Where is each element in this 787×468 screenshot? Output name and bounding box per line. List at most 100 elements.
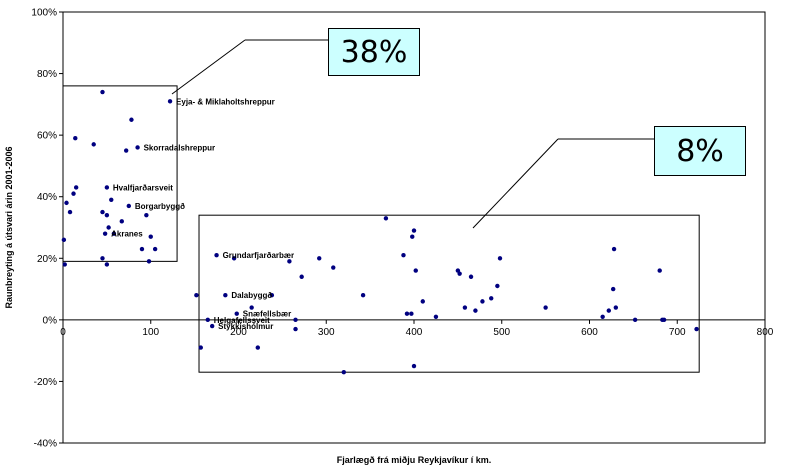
y-tick-label: 40%: [37, 192, 57, 203]
data-point: [106, 225, 111, 230]
data-point: [111, 231, 117, 236]
data-point: [404, 311, 410, 316]
data-point: [606, 308, 612, 313]
x-tick-label: 600: [581, 327, 598, 338]
data-point: [104, 262, 110, 267]
region-box-1: [62, 85, 178, 262]
data-point: [109, 197, 114, 202]
data-point: [152, 246, 158, 252]
plot-frame: [62, 11, 766, 444]
data-point: [102, 231, 108, 236]
data-point: [287, 259, 292, 264]
data-point: [473, 308, 478, 313]
data-point: [468, 274, 474, 279]
x-tick-label: 500: [493, 327, 510, 338]
data-point: [420, 299, 425, 304]
y-tick-label: 60%: [37, 131, 57, 142]
region-boxes: [62, 39, 700, 373]
y-tick-label: 100%: [31, 8, 57, 19]
data-point: [360, 293, 366, 298]
data-point: [269, 293, 275, 298]
x-tick-label: 800: [757, 327, 774, 338]
data-point: [205, 317, 210, 323]
data-point: [694, 326, 699, 332]
data-point: [71, 191, 76, 196]
leader-line-2: [472, 138, 559, 229]
point-label: Borgarbyggð: [135, 202, 185, 211]
data-point: [148, 234, 153, 239]
data-point: [234, 311, 239, 316]
data-point: [73, 136, 78, 141]
data-point: [198, 345, 203, 350]
callout-value: 38%: [340, 34, 408, 70]
data-point: [489, 296, 494, 301]
callout-box-region-2: 8%: [654, 126, 746, 176]
data-point: [462, 305, 468, 310]
x-tick-label: 200: [230, 327, 247, 338]
point-label: Grundarfjarðarbær: [223, 251, 295, 260]
data-point: [123, 148, 129, 153]
data-point: [61, 237, 67, 243]
data-point: [299, 274, 304, 279]
data-point: [600, 314, 605, 319]
data-point: [331, 265, 336, 270]
y-tick-label: -20%: [34, 377, 57, 388]
data-point: [411, 228, 417, 233]
data-point: [497, 256, 503, 261]
data-point: [613, 305, 619, 310]
y-tick-label: -40%: [34, 439, 57, 450]
data-point: [62, 262, 67, 267]
x-axis-title: Fjarlægð frá miðju Reykjavíkur í km.: [337, 455, 492, 465]
data-point: [104, 212, 110, 218]
y-tick-label: 0%: [43, 315, 58, 326]
data-point: [119, 219, 124, 224]
x-tick-label: 0: [60, 327, 66, 338]
point-label: Akranes: [111, 230, 143, 239]
data-point: [214, 253, 219, 258]
data-point: [249, 305, 254, 310]
data-point: [293, 317, 298, 323]
y-axis-title: Raunbreyting á útsvari árin 2001-2006: [4, 146, 14, 308]
data-point: [410, 234, 415, 239]
axes: 0 100 200 300 400 500 600 700 800 -40% -20% 0% 20% 40…: [31, 8, 773, 450]
data-point: [495, 283, 500, 289]
data-point: [129, 117, 134, 122]
point-labels: Eyja- & Miklaholtshreppur Skorradalshrepp…: [111, 97, 294, 331]
data-point: [146, 259, 152, 264]
point-label: Skorradalshreppur: [144, 143, 216, 152]
data-point: [317, 256, 322, 261]
data-point: [67, 209, 73, 215]
data-point: [411, 363, 417, 369]
data-point: [135, 145, 140, 150]
data-point: [100, 209, 105, 215]
leader-line-1: [171, 39, 246, 95]
callout-value: 8%: [676, 133, 724, 169]
data-point: [401, 253, 406, 258]
data-point: [341, 369, 346, 375]
x-tick-label: 100: [142, 327, 159, 338]
data-point: [194, 293, 199, 298]
data-point: [611, 246, 617, 252]
region-box-2: [198, 214, 700, 373]
x-tick-label: 400: [406, 327, 423, 338]
data-point: [126, 203, 132, 209]
data-point: [73, 185, 79, 190]
callout-box-region-1: 38%: [328, 28, 420, 76]
data-point: [409, 311, 414, 316]
data-point: [64, 200, 69, 206]
data-point: [480, 299, 485, 304]
data-point: [457, 271, 462, 276]
data-point: [661, 317, 667, 323]
point-label: Helgafellssveit: [214, 316, 270, 325]
point-label: Stykkishólmur: [218, 322, 273, 331]
data-point: [383, 216, 389, 221]
x-tick-label: 300: [318, 327, 335, 338]
point-label: Eyja- & Miklaholtshreppur: [176, 97, 275, 106]
x-tick-label: 700: [669, 327, 686, 338]
data-point: [413, 268, 418, 273]
data-point: [433, 314, 439, 319]
data-point: [139, 246, 145, 252]
data-point: [293, 326, 298, 332]
data-point: [632, 317, 638, 323]
